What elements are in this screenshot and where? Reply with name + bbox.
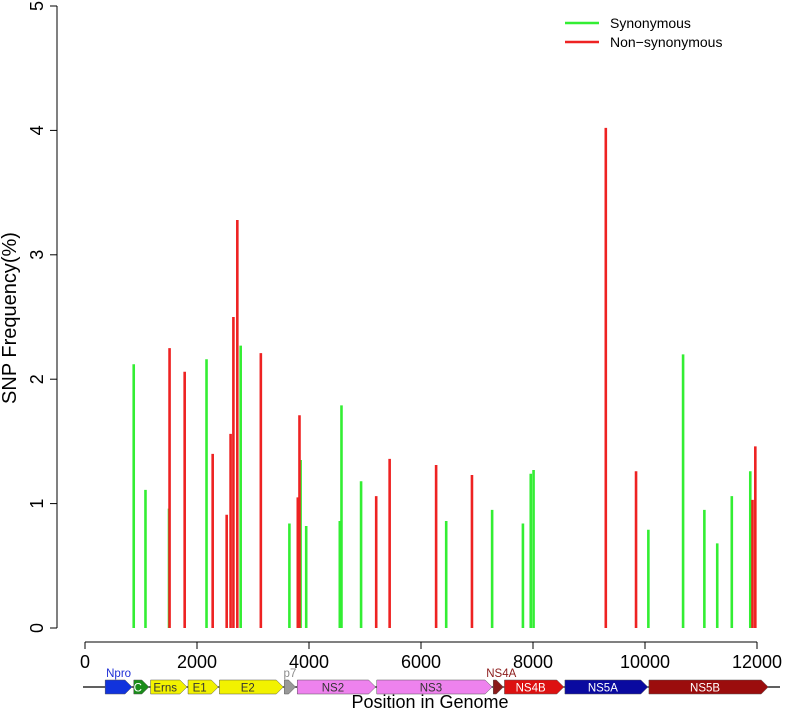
legend-label-synonymous: Synonymous <box>610 15 691 31</box>
y-axis-label: SNP Frequency(%) <box>0 232 21 404</box>
gene-npro-arrow <box>104 679 133 695</box>
plot-area <box>56 6 757 643</box>
gene-erns-arrow <box>150 679 188 695</box>
gene-ns3-arrow <box>376 679 493 695</box>
y-tick-label: 4 <box>27 125 47 135</box>
x-tick-label: 4000 <box>289 652 329 672</box>
y-tick-label: 1 <box>27 499 47 509</box>
gene-erns-label: Erns <box>153 683 177 695</box>
genome-map: C Erns E1 E2 NS2 NS3 NS4B NS5A NS5B Npro p7 NS4A <box>83 668 780 695</box>
gene-ns4a-top-label: NS4A <box>486 668 516 680</box>
gene-ns3-label: NS3 <box>420 683 442 695</box>
x-tick-label: 12000 <box>732 652 782 672</box>
x-tick-label: 8000 <box>513 652 553 672</box>
gene-ns5a-label: NS5A <box>588 683 618 695</box>
gene-p7-top-label: p7 <box>284 668 297 680</box>
x-tick-label: 6000 <box>401 652 441 672</box>
gene-ns4b-arrow <box>504 679 565 695</box>
y-tick-label: 3 <box>27 250 47 260</box>
gene-npro-top-label: Npro <box>106 668 131 680</box>
x-tick-label: 2000 <box>177 652 217 672</box>
gene-ns5b-arrow <box>648 679 769 695</box>
x-tick-label: 10000 <box>620 652 670 672</box>
gene-ns2-label: NS2 <box>322 683 344 695</box>
gene-p7-arrow <box>284 679 296 695</box>
gene-ns5b-label: NS5B <box>690 683 720 695</box>
legend-label-non-synonymous: Non−synonymous <box>610 34 722 50</box>
y-tick-label: 5 <box>27 1 47 11</box>
snp-bars <box>132 127 757 628</box>
gene-e2-arrow <box>219 679 284 695</box>
gene-ns4b-label: NS4B <box>516 683 546 695</box>
gene-ns4a-arrow <box>492 679 504 695</box>
gene-ns5a-arrow <box>564 679 649 695</box>
gene-e2-label: E2 <box>241 683 255 695</box>
y-tick-label: 0 <box>27 623 47 633</box>
gene-c-arrow <box>133 679 150 695</box>
x-tick-label: 0 <box>80 652 90 672</box>
gene-e1-arrow <box>187 679 219 695</box>
gene-ns2-arrow <box>296 679 376 695</box>
x-axis-label: Position in Genome <box>351 692 508 712</box>
gene-e1-label: E1 <box>193 683 207 695</box>
legend: Synonymous Non−synonymous <box>565 15 722 50</box>
y-tick-label: 2 <box>27 374 47 384</box>
gene-c-label: C <box>134 683 142 695</box>
x-axis-ticks: 0 2000 4000 6000 8000 10000 12000 <box>80 642 782 672</box>
y-axis-ticks: 0 1 2 3 4 5 <box>27 1 57 633</box>
